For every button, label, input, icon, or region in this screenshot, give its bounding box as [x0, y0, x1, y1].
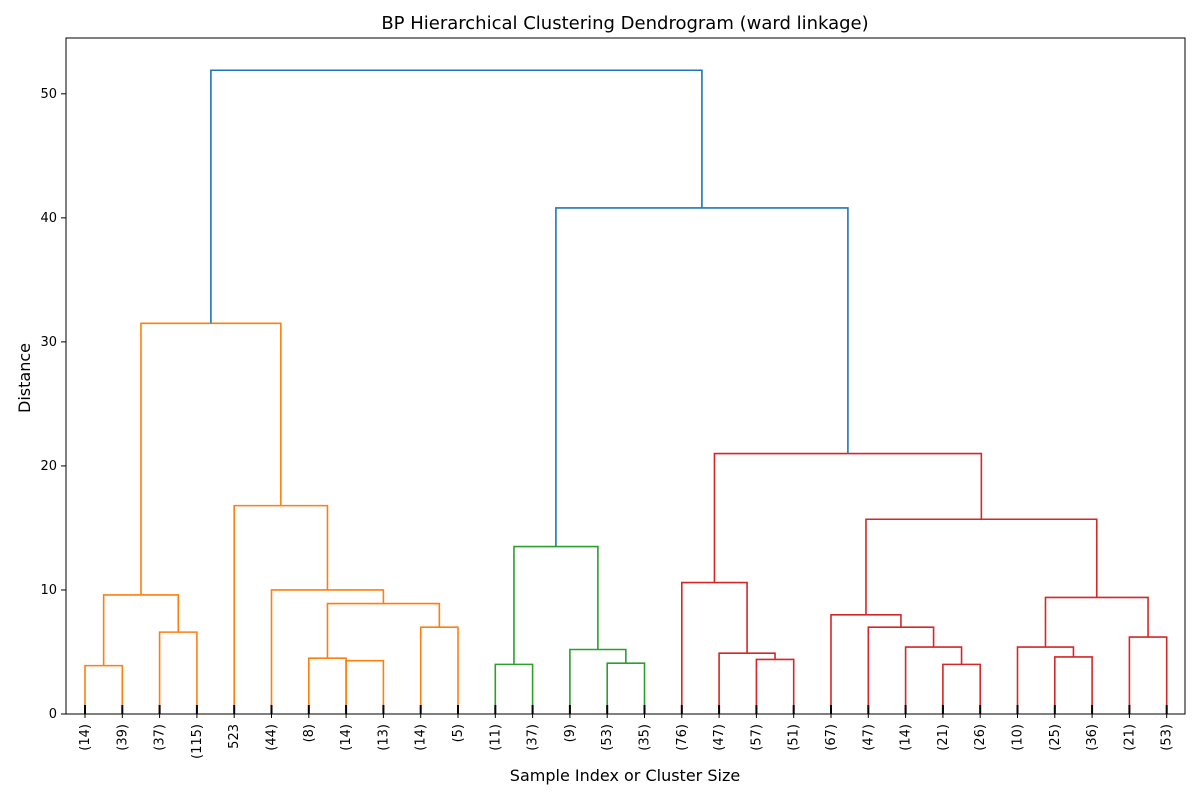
leaf-label: (44) [265, 724, 280, 751]
leaf-label: (14) [414, 724, 429, 751]
dendrogram-link [1044, 596, 1149, 648]
leaf-label: (21) [936, 724, 951, 751]
dendrogram-link [345, 659, 385, 714]
y-tick-label: 30 [40, 335, 57, 350]
dendrogram-link [210, 69, 703, 324]
leaf-label: (76) [675, 724, 690, 751]
leaf-label: (53) [1160, 724, 1175, 751]
x-axis: (14) (39) (37) (115) 523 (44) (8) (14) (13) (14) (… [78, 714, 1175, 759]
leaf-label: (5) [451, 724, 466, 742]
plot-frame [65, 37, 1186, 715]
dendrogram-link [713, 452, 983, 583]
leaf-label: (10) [1011, 724, 1026, 751]
y-tick-label: 50 [40, 87, 57, 102]
leaf-label: (25) [1048, 724, 1063, 751]
leaf-label: (36) [1085, 724, 1100, 751]
leaf-label: (13) [376, 724, 391, 751]
leaf-label: (47) [712, 724, 727, 751]
dendrogram-link [569, 648, 627, 714]
leaf-label: (8) [302, 724, 317, 742]
leaf-label: (67) [824, 724, 839, 751]
y-tick-label: 10 [40, 583, 57, 598]
leaf-label: (14) [339, 724, 354, 751]
leaf-label: (115) [190, 724, 205, 759]
leaf-label: (14) [78, 724, 93, 751]
dendrogram-link [830, 613, 902, 714]
dendrogram-link [158, 631, 198, 714]
leaf-label: (37) [526, 724, 541, 751]
leaf-label: (37) [153, 724, 168, 751]
dendrogram-link [755, 658, 795, 714]
dendrogram-link [102, 594, 180, 666]
chart-title: BP Hierarchical Clustering Dendrogram (w… [381, 13, 868, 34]
leaf-label: (26) [973, 724, 988, 751]
leaf-markers [84, 705, 1168, 714]
leaf-label: (35) [638, 724, 653, 751]
leaf-label: (51) [787, 724, 802, 751]
dendrogram-links [84, 69, 1168, 714]
leaf-label: (9) [563, 724, 578, 742]
leaf-label: (11) [488, 724, 503, 751]
leaf-label: (57) [749, 724, 764, 751]
y-axis: 0 10 20 30 40 50 [40, 87, 66, 722]
y-tick-label: 20 [40, 459, 57, 474]
y-tick-label: 0 [49, 707, 57, 722]
y-tick-label: 40 [40, 211, 57, 226]
leaf-label: (47) [861, 724, 876, 751]
y-axis-label: Distance [15, 343, 34, 413]
leaf-label: (53) [600, 724, 615, 751]
dendrogram-link [606, 662, 646, 714]
leaf-label: (14) [899, 724, 914, 751]
leaf-label: (21) [1122, 724, 1137, 751]
leaf-label: (39) [115, 724, 130, 751]
leaf-label: 523 [227, 724, 242, 749]
x-axis-label: Sample Index or Cluster Size [510, 766, 740, 785]
dendrogram-link [84, 664, 124, 714]
